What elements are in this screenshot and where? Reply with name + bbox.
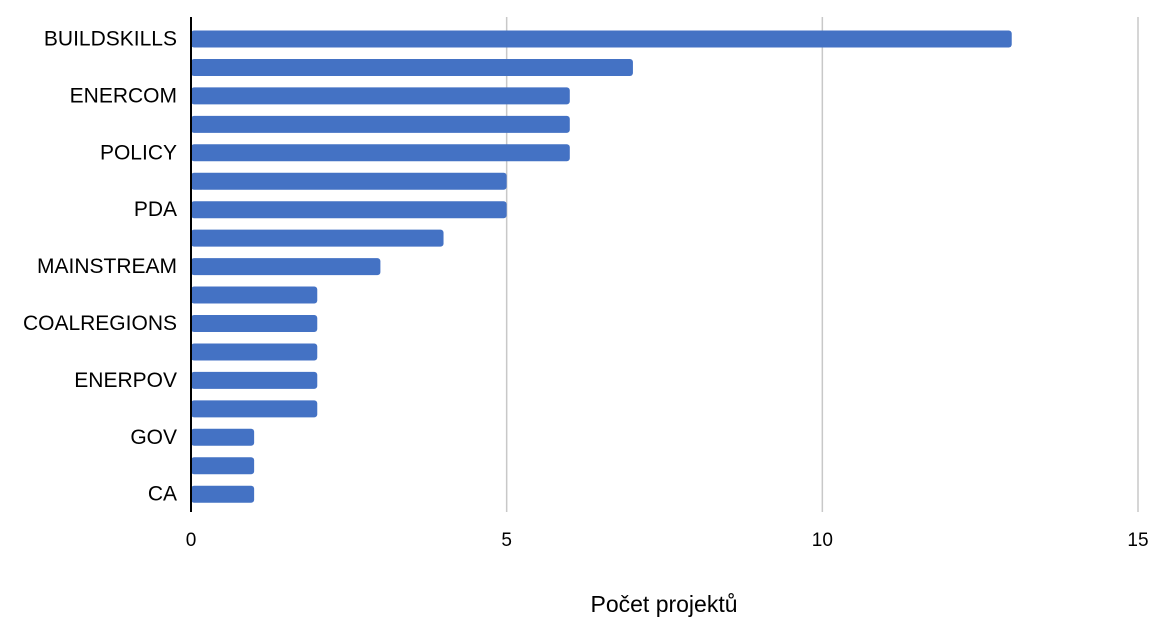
bar-ca xyxy=(191,485,255,503)
category-label-pda: PDA xyxy=(134,198,177,221)
bar-mainstream xyxy=(191,258,381,276)
category-label-policy: POLICY xyxy=(100,141,177,164)
bar-row-14 xyxy=(191,400,318,418)
bar-coalregions xyxy=(191,315,318,332)
bar-pda xyxy=(191,201,507,219)
x-tick-label-5: 5 xyxy=(501,530,512,551)
bar-row-8 xyxy=(191,229,444,247)
x-axis-title: Počet projektů xyxy=(590,591,737,617)
bar-row-16 xyxy=(191,457,255,475)
x-tick-labels: 0 5 10 15 xyxy=(186,530,1149,551)
bar-enercom xyxy=(191,87,570,105)
x-tick-label-0: 0 xyxy=(186,530,197,551)
bar-row-2 xyxy=(191,58,633,76)
bar-row-4 xyxy=(191,115,570,133)
category-label-buildskills: BUILDSKILLS xyxy=(44,28,177,51)
bar-buildskills xyxy=(191,30,1012,48)
x-tick-label-15: 15 xyxy=(1127,530,1148,551)
category-label-ca: CA xyxy=(148,483,177,506)
bar-gov xyxy=(191,428,255,446)
bar-policy xyxy=(191,144,570,162)
category-label-enerpov: ENERPOV xyxy=(74,369,177,392)
bar-row-10 xyxy=(191,286,318,304)
category-label-gov: GOV xyxy=(130,426,177,449)
category-labels: BUILDSKILLS ENERCOM POLICY PDA MAINSTREAM COA… xyxy=(23,28,177,506)
bar-row-12 xyxy=(191,343,318,361)
category-label-mainstream: MAINSTREAM xyxy=(37,255,177,278)
bar-enerpov xyxy=(191,371,318,389)
gridlines xyxy=(505,17,1139,512)
bar-row-6 xyxy=(191,172,507,190)
category-label-enercom: ENERCOM xyxy=(70,84,177,107)
category-label-coalregions: COALREGIONS xyxy=(23,312,177,335)
bars xyxy=(191,30,1012,503)
x-tick-label-10: 10 xyxy=(812,530,833,551)
